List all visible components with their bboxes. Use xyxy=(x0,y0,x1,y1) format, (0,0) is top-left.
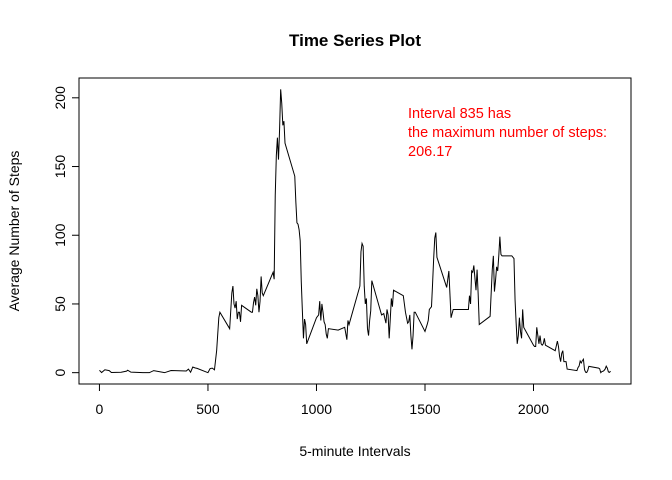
y-tick-label: 100 xyxy=(52,223,68,247)
x-tick-label: 1500 xyxy=(409,401,440,417)
x-tick-label: 1000 xyxy=(301,401,332,417)
annotation: 206.17 xyxy=(408,144,452,160)
y-tick-label: 50 xyxy=(52,296,68,312)
x-tick-label: 500 xyxy=(196,401,220,417)
y-axis-label: Average Number of Steps xyxy=(6,151,22,312)
x-tick-label: 0 xyxy=(96,401,104,417)
y-tick-label: 200 xyxy=(52,86,68,110)
annotation: the maximum number of steps: xyxy=(408,125,607,141)
series-line xyxy=(99,89,611,374)
annotation: Interval 835 has xyxy=(408,106,511,122)
y-tick-label: 0 xyxy=(52,369,68,377)
x-axis-label: 5-minute Intervals xyxy=(299,443,410,459)
x-tick-label: 2000 xyxy=(518,401,549,417)
y-tick-label: 150 xyxy=(52,155,68,179)
chart-title: Time Series Plot xyxy=(289,31,421,50)
